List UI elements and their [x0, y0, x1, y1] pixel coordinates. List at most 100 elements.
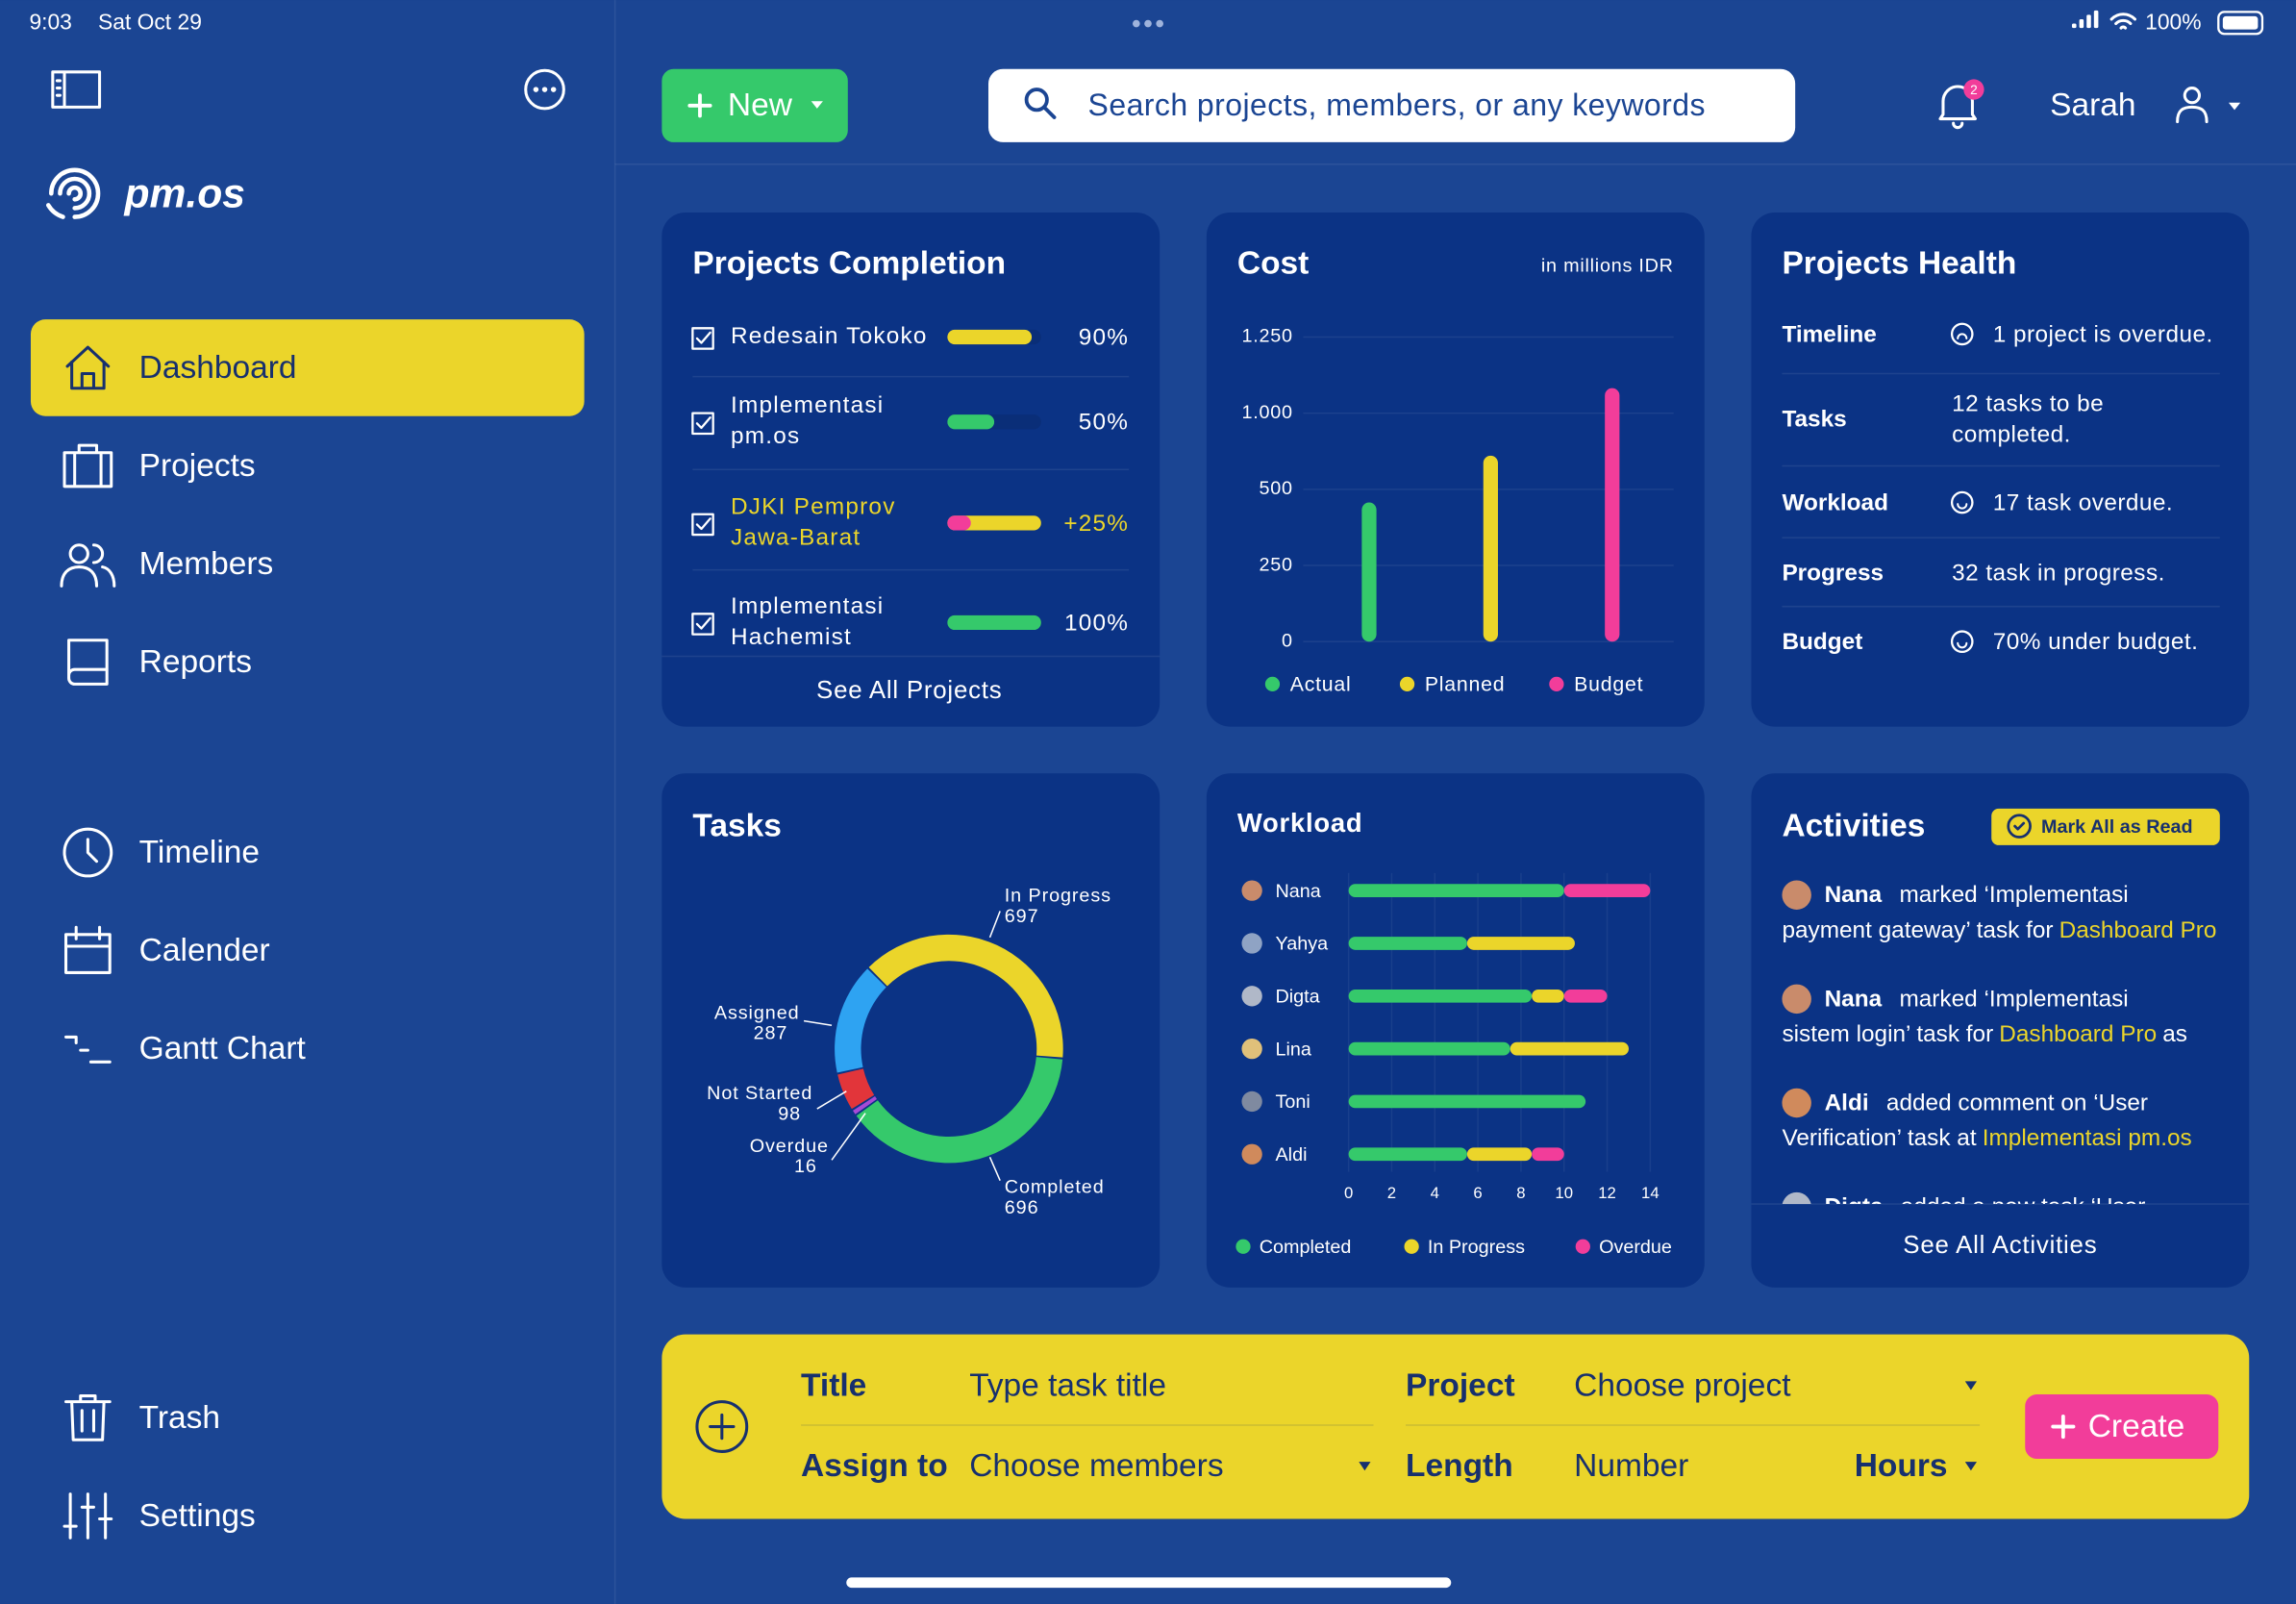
card: [1206, 213, 1705, 727]
nav-icon: [64, 925, 112, 974]
legend-label: Budget: [1574, 673, 1643, 696]
mark-all-button[interactable]: [1991, 808, 2220, 845]
add-plus: [709, 1413, 736, 1441]
field-input[interactable]: Choose members: [969, 1448, 1223, 1484]
card-title: Activities: [1782, 808, 1925, 843]
card-title: Tasks: [692, 808, 782, 843]
field-caret: [1359, 1462, 1371, 1471]
checkbox-icon: [691, 327, 714, 350]
field-input[interactable]: Number: [1574, 1448, 1688, 1484]
bar: [1361, 502, 1377, 642]
field-label: Hours: [1855, 1448, 1948, 1484]
donut-value: 16: [794, 1156, 817, 1177]
progress-base: [947, 515, 1041, 531]
activity-link[interactable]: Dashboard Pro: [1999, 1021, 2157, 1047]
card-link[interactable]: See All Projects: [816, 677, 1002, 704]
new-button[interactable]: [661, 68, 848, 142]
donut-value: 696: [1005, 1197, 1039, 1218]
user-icon: [2176, 87, 2209, 124]
card-link[interactable]: See All Activities: [1903, 1232, 2097, 1259]
activity-link[interactable]: Implementasi pm.os: [1983, 1125, 2192, 1151]
field-input[interactable]: Type task title: [969, 1367, 1166, 1403]
workload-bar: [1510, 1041, 1629, 1056]
status-icon: [1950, 322, 1974, 346]
status-face: [1957, 333, 1968, 339]
search-icon: [1024, 88, 1057, 119]
legend-label: In Progress: [1428, 1237, 1525, 1258]
leader-line: [803, 1019, 833, 1027]
sidebar-toggle-icon: [51, 70, 102, 109]
signal-bar: [2079, 18, 2084, 29]
nav-item[interactable]: Settings: [139, 1498, 256, 1534]
checkbox-icon: [691, 412, 714, 436]
nav-item[interactable]: Trash: [139, 1400, 220, 1436]
nav-icon: [64, 1394, 112, 1441]
battery-outline: [2217, 11, 2264, 36]
nav-item[interactable]: Projects: [139, 448, 256, 484]
activity-line: payment gateway’ task for Dashboard Pro: [1782, 917, 2216, 943]
battery-fill: [2222, 15, 2259, 30]
field-label: Length: [1406, 1448, 1513, 1484]
donut-label: Overdue: [750, 1136, 829, 1157]
activity-user: Digta: [1825, 1194, 1884, 1220]
activity-user: Nana: [1825, 883, 1883, 909]
nav-item[interactable]: Members: [139, 546, 274, 582]
activity-action: added comment on ‘User: [1886, 1090, 2148, 1116]
activity-action: marked ‘Implementasi: [1899, 987, 2128, 1013]
project-name: Implementasi: [731, 392, 884, 418]
workload-name: Digta: [1275, 987, 1319, 1008]
create-button[interactable]: [2025, 1394, 2219, 1460]
project-percent: 90%: [1079, 324, 1129, 350]
donut-label: Not Started: [707, 1083, 812, 1104]
signal-bar: [2093, 10, 2099, 29]
workload-bar: [1563, 884, 1651, 897]
status-date: Sat Oct 29: [98, 10, 202, 35]
health-text: 12 tasks to be: [1952, 391, 2104, 417]
donut-segment: [852, 1096, 877, 1115]
workload-name: Lina: [1275, 1039, 1310, 1060]
workload-bar: [1348, 884, 1564, 897]
status-icon: [1950, 630, 1974, 654]
nav-item[interactable]: Reports: [139, 644, 252, 680]
legend-swatch: [1264, 676, 1281, 692]
donut-value: 287: [754, 1023, 788, 1044]
nav-item[interactable]: Dashboard: [139, 350, 297, 386]
project-name: Implementasi: [731, 593, 884, 619]
legend-label: Overdue: [1599, 1237, 1672, 1258]
project-name: pm.os: [731, 423, 800, 449]
y-tick-label: 1.000: [1241, 402, 1292, 423]
field-input[interactable]: Choose project: [1574, 1367, 1791, 1403]
activity-avatar: [1782, 1088, 1811, 1118]
workload-bar: [1532, 1147, 1564, 1162]
nav-item[interactable]: Gantt Chart: [139, 1031, 307, 1066]
y-tick-label: 500: [1259, 478, 1292, 499]
leader-line: [988, 911, 1001, 939]
more-button[interactable]: [524, 68, 565, 111]
progress-bar: [947, 614, 1041, 631]
search-box[interactable]: [987, 68, 1796, 142]
user-name[interactable]: Sarah: [2050, 88, 2135, 123]
legend-label: Actual: [1290, 673, 1352, 696]
health-label: Timeline: [1782, 321, 1876, 347]
card-title: Cost: [1237, 246, 1309, 282]
progress-bar: [947, 414, 995, 430]
activity-text: payment gateway’ task for: [1782, 917, 2053, 943]
notification-badge: [1963, 79, 1984, 100]
check-icon: [2007, 814, 2032, 839]
nav-icon: [62, 827, 113, 878]
project-name: DJKI Pemprov: [731, 493, 896, 519]
x-tick-label: 4: [1431, 1184, 1439, 1202]
project-name: Jawa-Barat: [731, 524, 861, 550]
legend-label: Completed: [1260, 1237, 1352, 1258]
health-label: Budget: [1782, 629, 1862, 655]
activity-link[interactable]: Dashboard Pro: [2059, 917, 2217, 943]
nav-item[interactable]: Calender: [139, 933, 270, 968]
nav-icon: [65, 345, 111, 390]
activity-avatar: [1782, 984, 1811, 1015]
health-text: 1 project is overdue.: [1993, 321, 2213, 347]
nav-item[interactable]: Timeline: [139, 835, 260, 870]
donut-label: Assigned: [714, 1002, 800, 1023]
x-tick-label: 8: [1516, 1184, 1525, 1202]
nav-item-active[interactable]: [30, 319, 585, 416]
